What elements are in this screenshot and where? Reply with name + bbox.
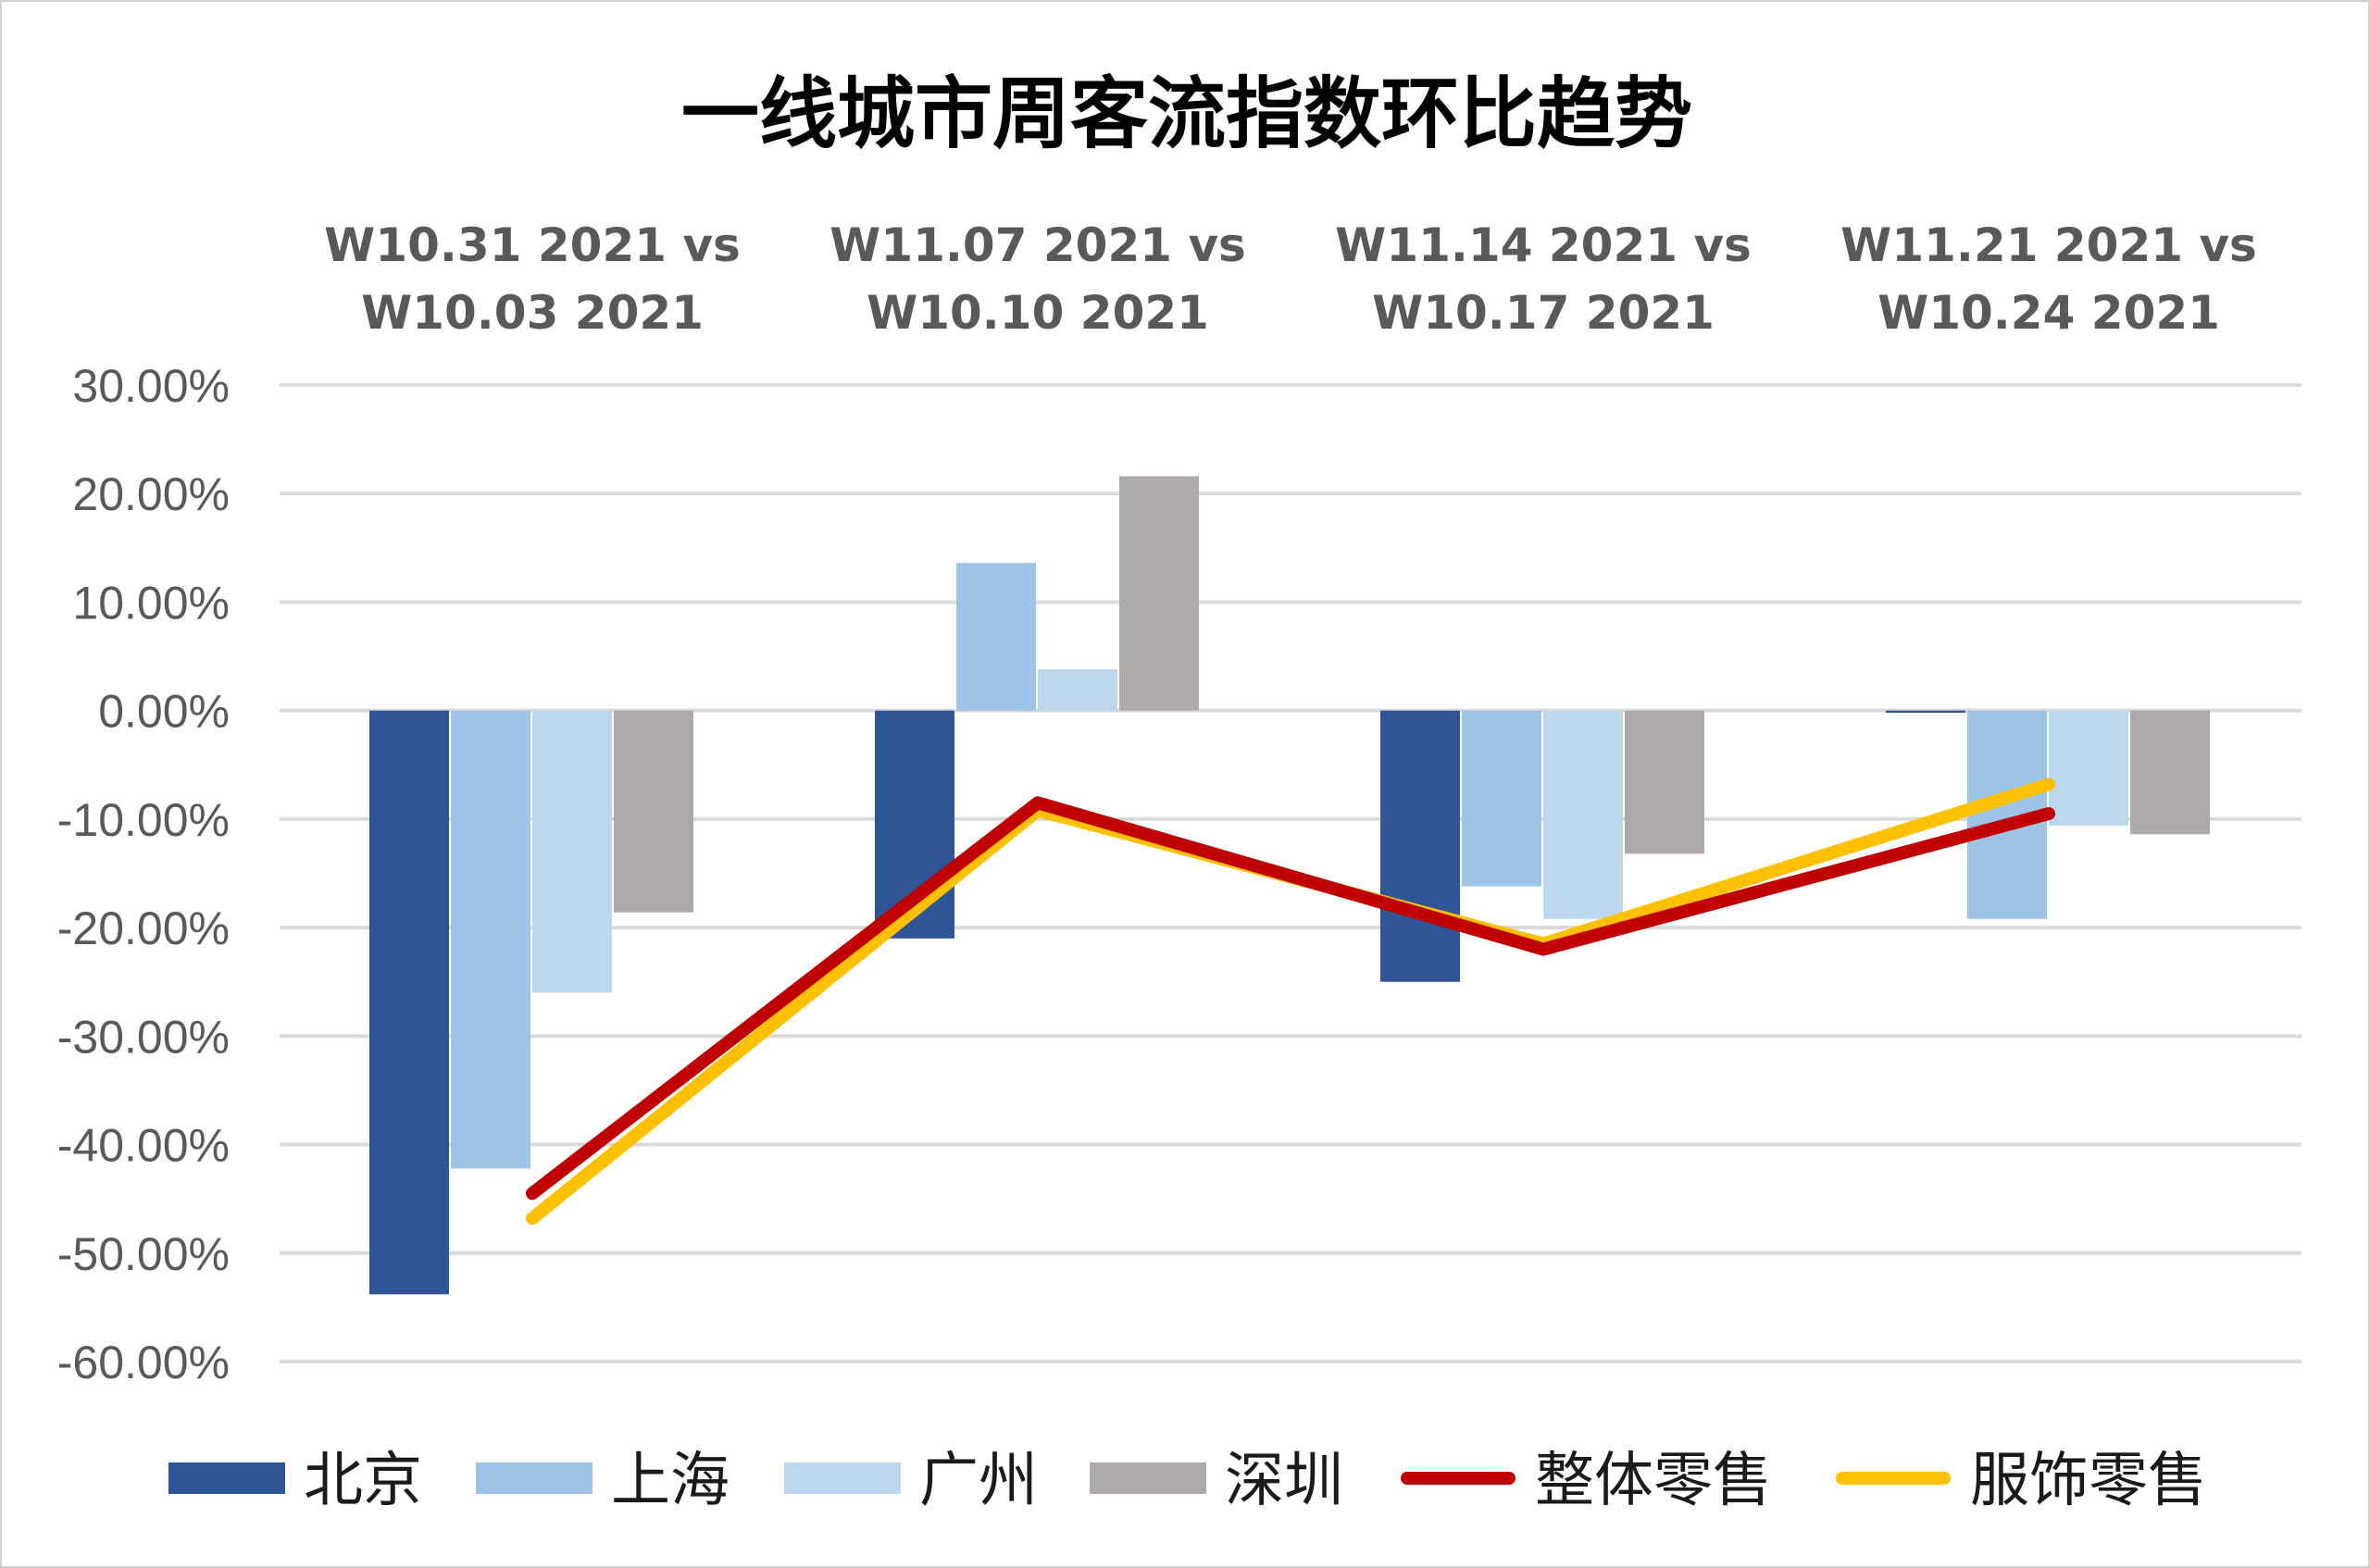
legend-swatch — [1090, 1462, 1206, 1494]
legend-label: 上海 — [611, 1447, 730, 1515]
y-tick-label: 0.00% — [98, 686, 230, 738]
legend-swatch — [476, 1462, 592, 1494]
bar — [2130, 710, 2210, 835]
bar — [369, 710, 449, 1295]
bar — [1625, 710, 1704, 854]
category-label: W10.24 2021 — [1877, 286, 2220, 340]
y-tick-label: -10.00% — [57, 794, 230, 846]
legend-label: 整体零售 — [1535, 1447, 1772, 1515]
legend: 北京 上海 广州 深圳 整体零售 服饰零售 — [168, 1447, 2207, 1515]
category-label: W10.31 2021 vs — [324, 218, 741, 272]
y-axis: 30.00% 20.00% 10.00% 0.00% -10.00% -20.00% -30… — [57, 360, 230, 1388]
category-label: W10.10 2021 — [867, 286, 1209, 340]
category-label: W11.21 2021 vs — [1840, 218, 2257, 272]
bar — [2049, 710, 2128, 826]
bar-layer — [369, 476, 2210, 1295]
bar — [1038, 669, 1117, 711]
y-tick-label: 30.00% — [72, 360, 230, 412]
category-label: W11.07 2021 vs — [830, 218, 1246, 272]
legend-label: 广州 — [919, 1447, 1038, 1515]
y-tick-label: -60.00% — [57, 1337, 230, 1388]
y-tick-label: -30.00% — [57, 1011, 230, 1063]
y-tick-label: -50.00% — [57, 1228, 230, 1280]
y-tick-label: 10.00% — [72, 577, 230, 628]
bar — [1543, 710, 1623, 919]
bar — [1886, 710, 1965, 714]
legend-label: 深圳 — [1225, 1447, 1343, 1515]
bar — [451, 710, 530, 1169]
legend-swatch — [168, 1462, 285, 1494]
chart-title: 一线城市周客流指数环比趋势 — [681, 68, 1692, 159]
category-labels: W10.31 2021 vs W10.03 2021 W11.07 2021 vs W… — [324, 218, 2257, 340]
bar — [614, 710, 693, 913]
bar — [956, 563, 1036, 711]
legend-label: 服饰零售 — [1970, 1447, 2207, 1515]
legend-label: 北京 — [304, 1447, 422, 1515]
category-label: W11.14 2021 vs — [1335, 218, 1752, 272]
bar — [1119, 476, 1199, 711]
line-layer — [526, 778, 2055, 1226]
y-tick-label: -40.00% — [57, 1120, 230, 1172]
category-label: W10.17 2021 — [1372, 286, 1715, 340]
category-label: W10.03 2021 — [361, 286, 704, 340]
bar — [1380, 710, 1460, 982]
y-tick-label: 20.00% — [72, 468, 230, 520]
y-tick-label: -20.00% — [57, 902, 230, 954]
series-line — [526, 778, 2055, 1226]
bar — [1462, 710, 1541, 887]
series-line — [526, 796, 2055, 1201]
bar — [532, 710, 612, 993]
legend-swatch — [784, 1462, 901, 1494]
